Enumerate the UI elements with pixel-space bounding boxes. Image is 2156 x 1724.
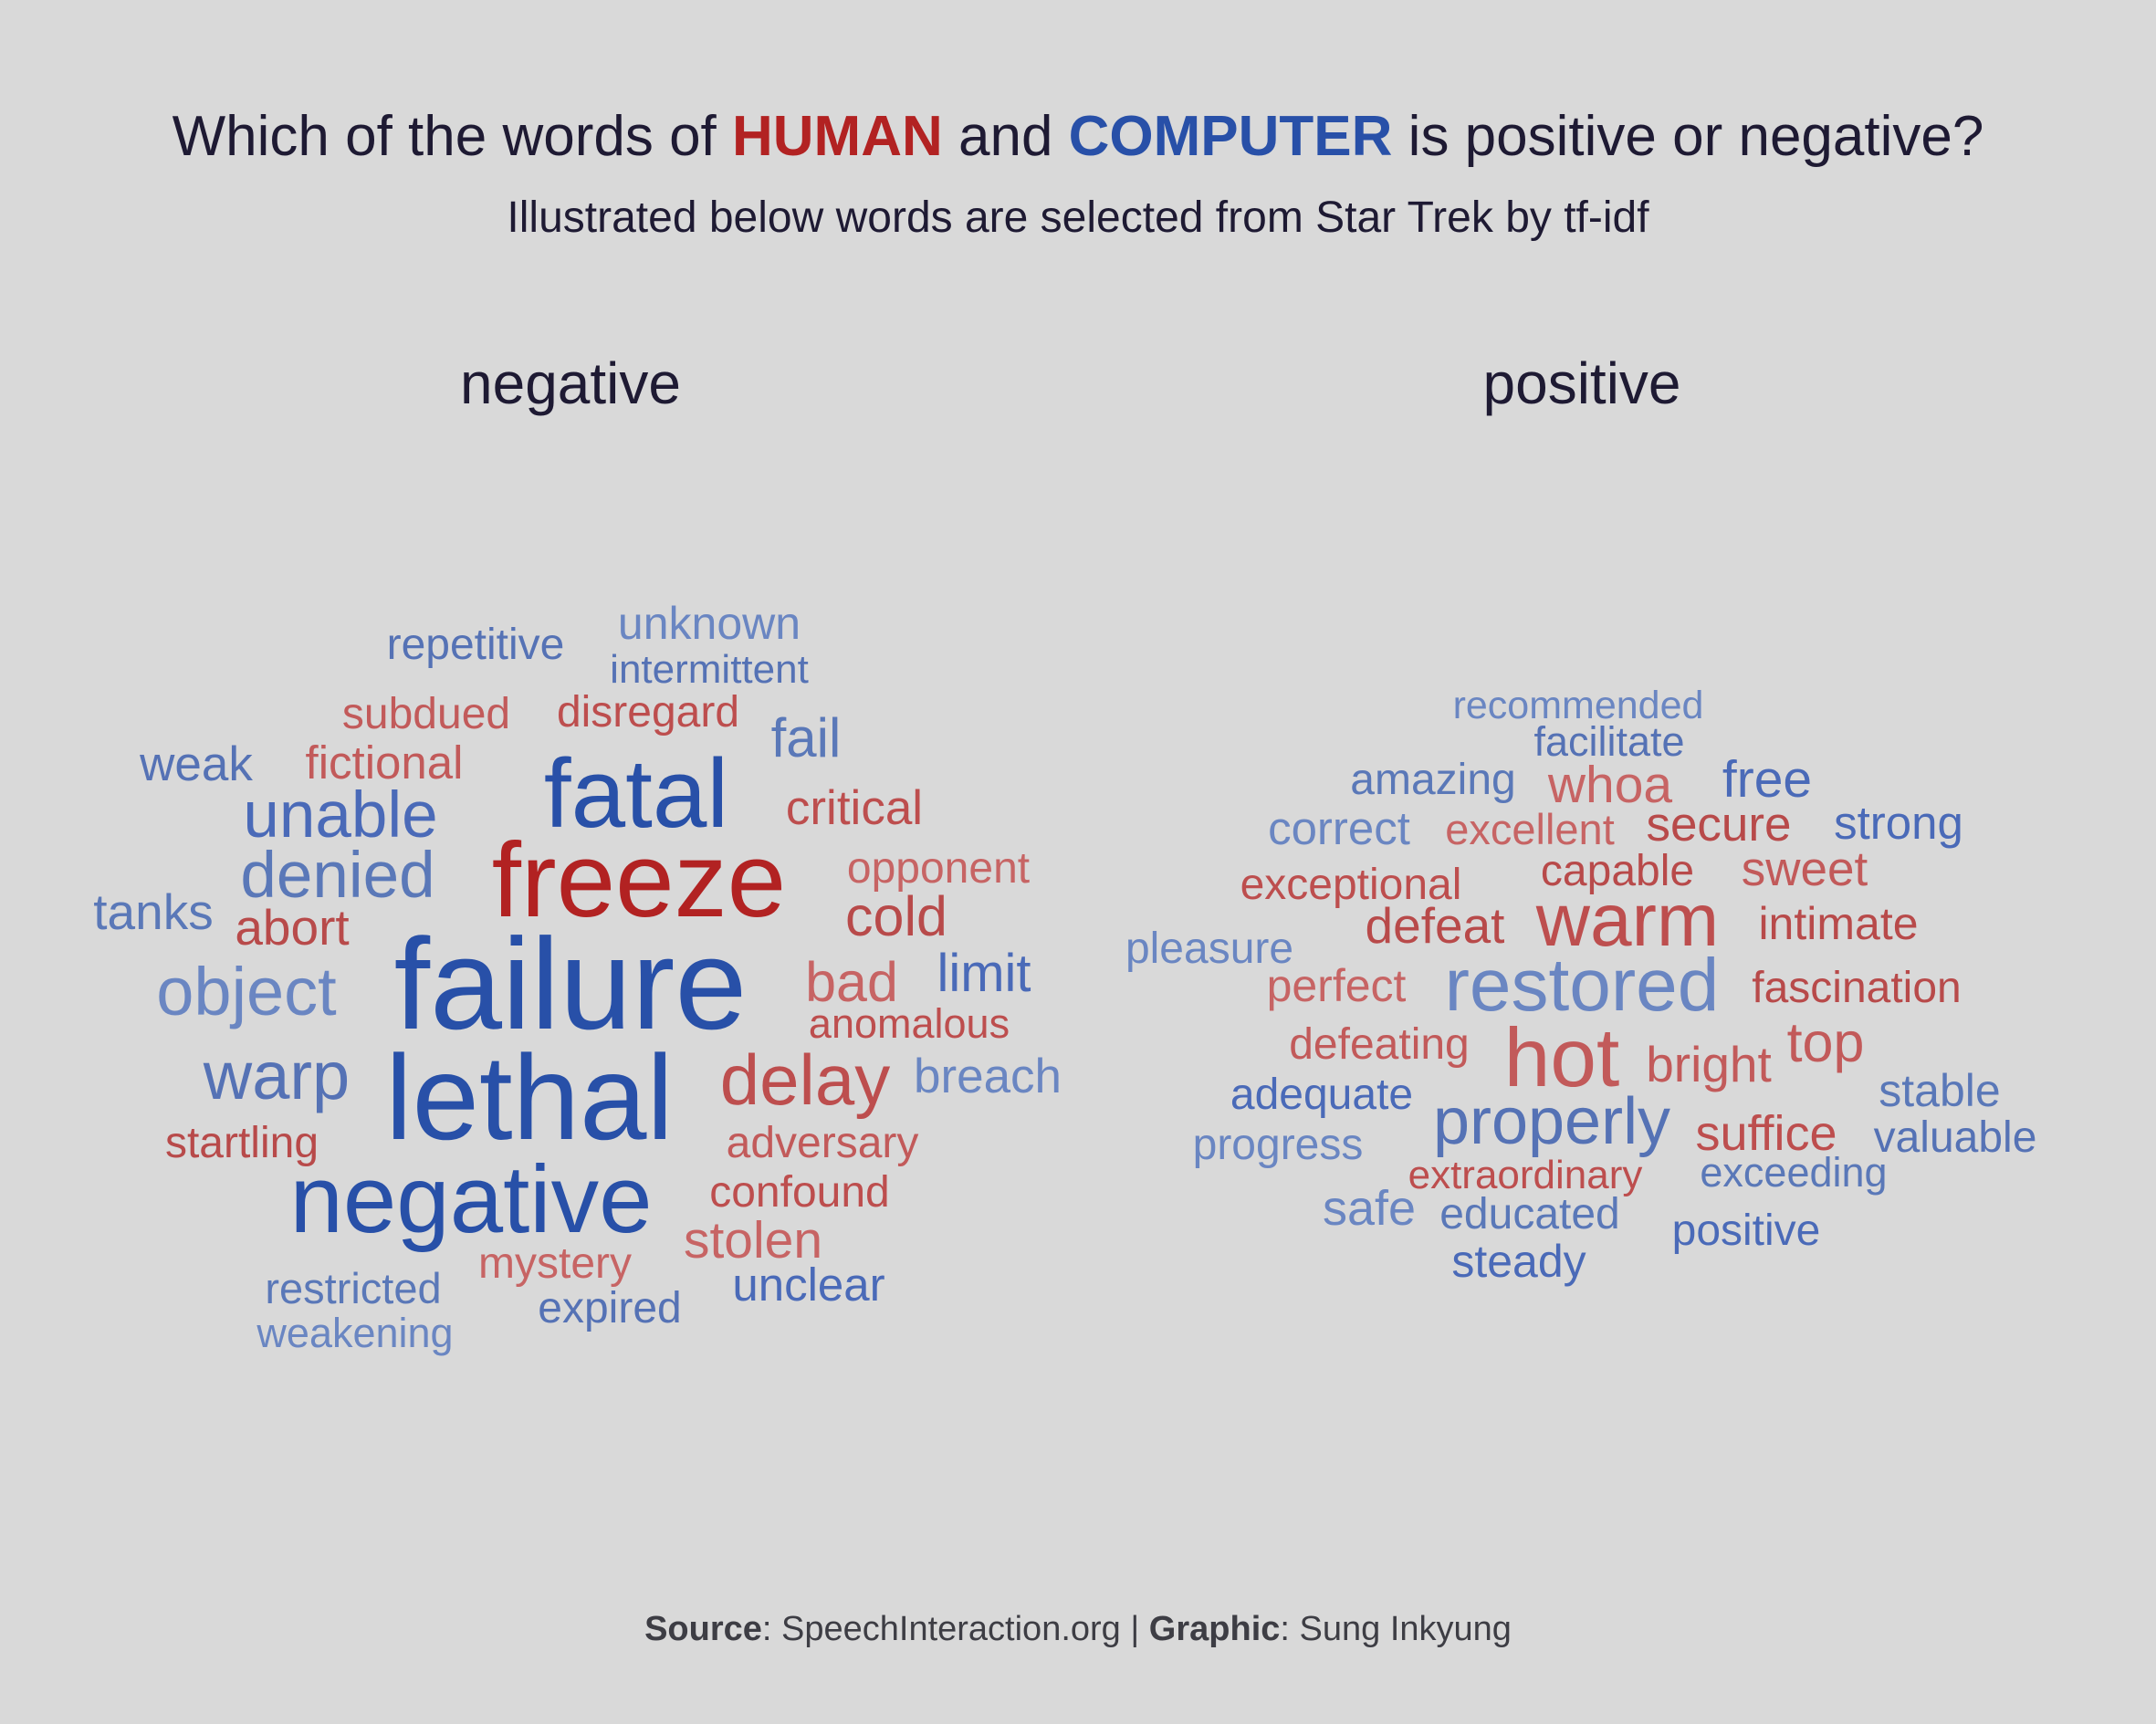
word-tanks: tanks (93, 883, 213, 940)
word-restricted: restricted (265, 1264, 441, 1312)
word-object: object (156, 954, 337, 1029)
word-subdued: subdued (342, 690, 510, 738)
word-fatal: fatal (544, 738, 728, 848)
caption-graphic-value: : Sung Inkyung (1280, 1610, 1512, 1648)
word-strong: strong (1834, 797, 1963, 849)
word-negative: negative (290, 1146, 653, 1253)
word-bright: bright (1646, 1036, 1772, 1092)
word-cold: cold (845, 885, 947, 947)
word-whoa: whoa (1547, 756, 1673, 814)
word-amazing: amazing (1350, 756, 1515, 804)
word-breach: breach (914, 1050, 1062, 1103)
word-warp: warp (203, 1038, 350, 1113)
word-abort: abort (235, 899, 349, 956)
word-startling: startling (165, 1119, 319, 1167)
word-steady: steady (1451, 1236, 1586, 1287)
word-extraordinary: extraordinary (1408, 1153, 1643, 1197)
title-suffix: is positive or negative? (1392, 105, 1984, 168)
word-correct: correct (1268, 802, 1410, 854)
facet-label-negative: negative (460, 350, 681, 416)
chart-subtitle: Illustrated below words are selected fro… (507, 193, 1649, 242)
word-adequate: adequate (1230, 1071, 1413, 1119)
word-fail: fail (771, 707, 842, 768)
word-perfect: perfect (1267, 960, 1407, 1011)
word-critical: critical (786, 781, 923, 835)
word-repetitive: repetitive (387, 621, 565, 669)
word-facilitate: facilitate (1533, 718, 1684, 765)
word-warm: warm (1535, 879, 1719, 962)
title-prefix: Which of the words of (172, 105, 732, 168)
word-expired: expired (538, 1284, 681, 1332)
word-safe: safe (1323, 1181, 1416, 1236)
word-failure: failure (394, 912, 748, 1057)
word-fictional: fictional (306, 737, 464, 789)
word-exceeding: exceeding (1700, 1149, 1887, 1196)
word-hot: hot (1504, 1012, 1620, 1104)
word-intimate: intimate (1758, 898, 1918, 949)
word-fascination: fascination (1752, 964, 1961, 1012)
caption: Source: SpeechInteraction.org | Graphic:… (0, 1608, 2156, 1650)
word-lethal: lethal (385, 1030, 674, 1165)
word-unknown: unknown (618, 598, 801, 649)
word-free: free (1722, 750, 1812, 809)
caption-graphic-label: Graphic (1148, 1610, 1281, 1648)
word-educated: educated (1439, 1190, 1620, 1238)
word-stolen: stolen (684, 1211, 822, 1269)
word-intermittent: intermittent (610, 647, 809, 692)
word-unable: unable (243, 779, 437, 852)
word-limit: limit (937, 944, 1031, 1003)
word-unclear: unclear (732, 1259, 884, 1311)
word-secure: secure (1646, 798, 1791, 852)
word-disregard: disregard (557, 688, 739, 737)
word-positive: positive (1672, 1207, 1821, 1255)
word-recommended: recommended (1453, 684, 1704, 727)
word-anomalous: anomalous (809, 1000, 1010, 1047)
word-top: top (1787, 1011, 1865, 1073)
word-weak: weak (139, 737, 253, 791)
word-pleasure: pleasure (1125, 925, 1293, 973)
word-opponent: opponent (847, 844, 1030, 893)
word-bad: bad (805, 951, 898, 1013)
word-defeat: defeat (1366, 897, 1505, 954)
word-weakening: weakening (256, 1310, 453, 1356)
word-confound: confound (709, 1168, 890, 1217)
word-progress: progress (1193, 1121, 1364, 1169)
caption-source-value: : SpeechInteraction.org | (761, 1610, 1149, 1648)
word-valuable: valuable (1874, 1113, 2037, 1162)
title-middle: and (942, 105, 1069, 168)
word-adversary: adversary (727, 1119, 919, 1167)
word-defeating: defeating (1289, 1020, 1470, 1069)
word-properly: properly (1433, 1085, 1670, 1158)
word-stable: stable (1879, 1065, 2000, 1116)
word-restored: restored (1445, 944, 1720, 1027)
word-excellent: excellent (1445, 805, 1615, 853)
word-delay: delay (720, 1040, 890, 1120)
word-mystery: mystery (478, 1239, 632, 1288)
word-freeze: freeze (492, 820, 786, 939)
title-computer: COMPUTER (1068, 105, 1393, 168)
word-capable: capable (1541, 847, 1694, 895)
chart-title: Which of the words of HUMAN and COMPUTER… (0, 102, 2156, 172)
word-exceptional: exceptional (1240, 861, 1462, 909)
facet-label-positive: positive (1482, 350, 1681, 416)
caption-source-label: Source (644, 1610, 762, 1648)
word-sweet: sweet (1742, 842, 1868, 896)
word-denied: denied (240, 840, 434, 912)
word-suffice: suffice (1695, 1106, 1837, 1161)
title-human: HUMAN (732, 105, 943, 168)
